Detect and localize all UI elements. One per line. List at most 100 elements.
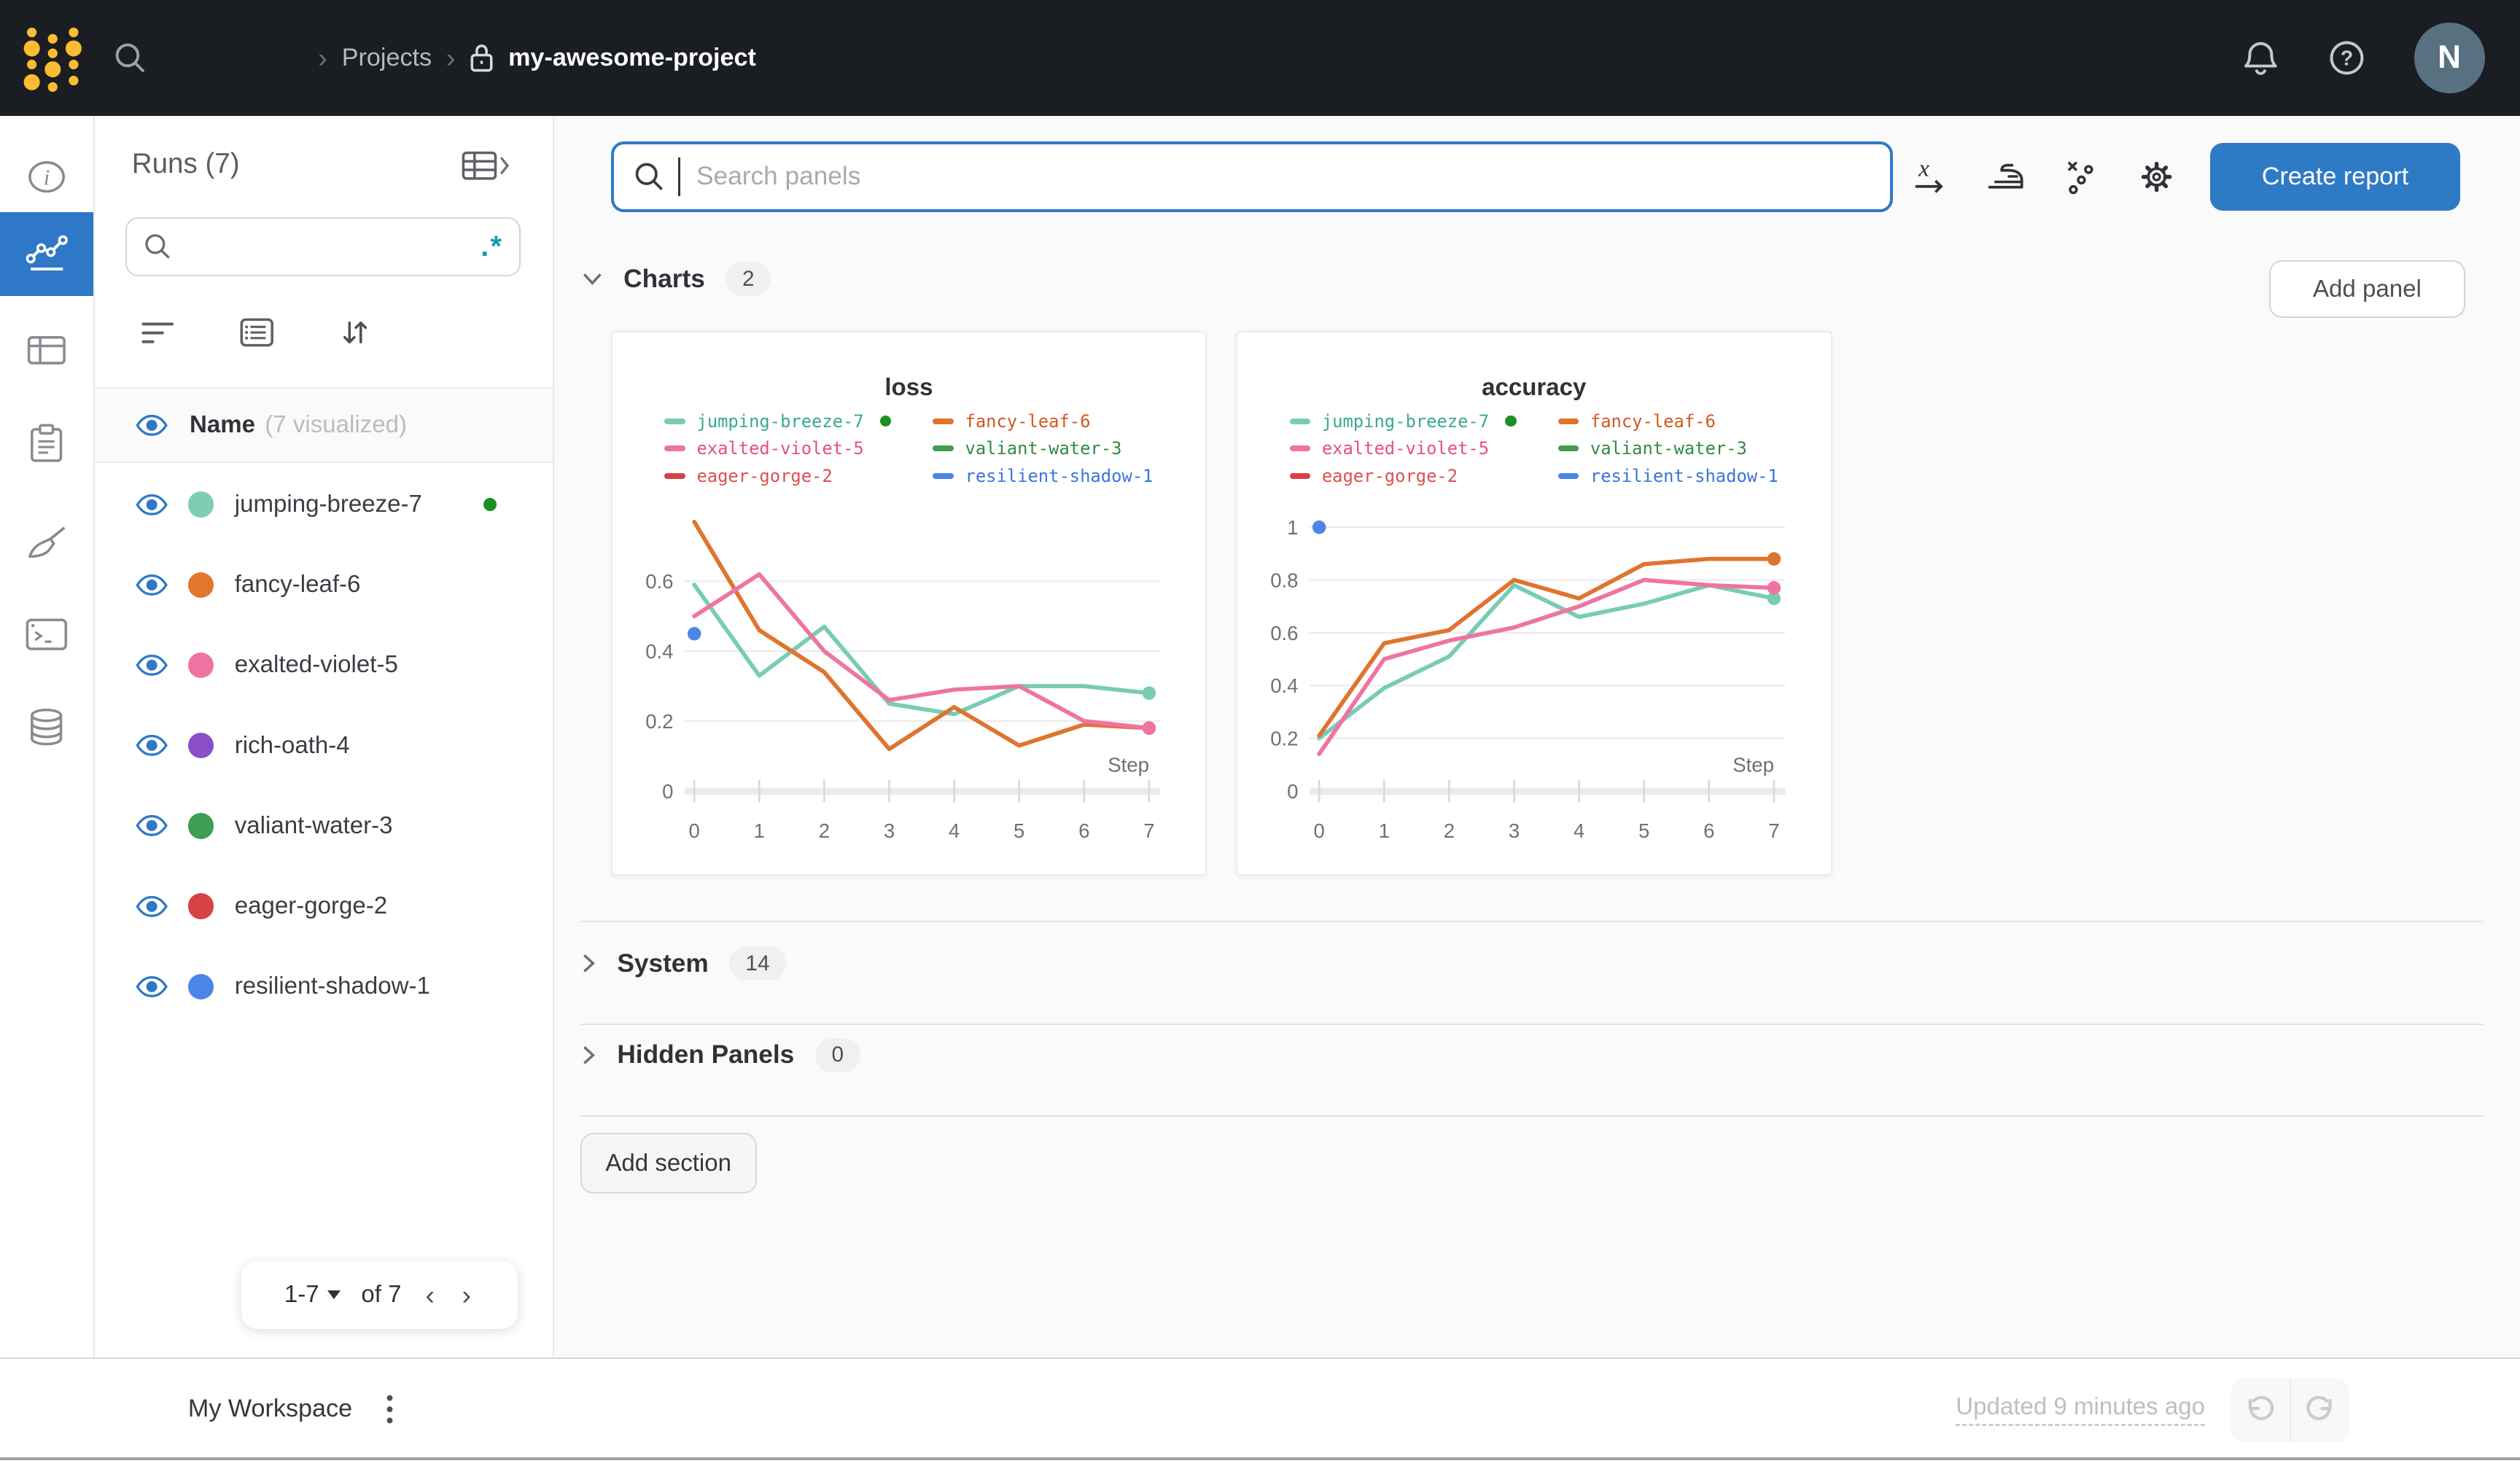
run-name[interactable]: eager-gorge-2 (234, 892, 388, 920)
svg-text:6: 6 (1704, 819, 1715, 842)
rail-logs-terminal-icon[interactable] (0, 593, 93, 677)
run-row[interactable]: jumping-breeze-7 (95, 464, 553, 545)
notifications-bell-icon[interactable] (2242, 38, 2279, 78)
visibility-eye-icon[interactable] (135, 734, 168, 757)
svg-text:1: 1 (1288, 516, 1299, 539)
create-report-button[interactable]: Create report (2209, 143, 2461, 211)
workspace-toolbar-icons: x (1909, 141, 2177, 212)
add-section-button[interactable]: Add section (580, 1132, 757, 1194)
rail-runs-table-icon[interactable] (0, 308, 93, 392)
next-page-button[interactable]: › (462, 1279, 471, 1310)
global-search-icon[interactable] (112, 40, 147, 82)
regex-toggle[interactable]: .* (481, 230, 504, 263)
legend-item[interactable]: valiant-water-3 (1558, 436, 1778, 461)
rail-notes-clipboard-icon[interactable] (0, 402, 93, 486)
wandb-logo[interactable] (19, 21, 87, 101)
accuracy-chart-panel[interactable]: accuracy jumping-breeze-7 fancy-leaf-6 exa… (1235, 331, 1832, 876)
legend-label: valiant-water-3 (965, 438, 1122, 459)
legend-item[interactable]: eager-gorge-2 (1289, 463, 1517, 488)
legend-item[interactable]: jumping-breeze-7 (1289, 408, 1517, 434)
add-panel-button[interactable]: Add panel (2269, 260, 2465, 318)
run-row[interactable]: rich-oath-4 (95, 706, 553, 786)
svg-text:0: 0 (688, 819, 699, 842)
group-list-icon[interactable] (239, 316, 274, 348)
run-list-header-row[interactable]: Name (7 visualized) (95, 387, 553, 463)
svg-text:2: 2 (1444, 819, 1455, 842)
page-range-dropdown[interactable]: 1-7 (284, 1281, 341, 1309)
rail-workspace-chart-icon[interactable] (0, 211, 93, 296)
legend-label: jumping-breeze-7 (1321, 410, 1490, 432)
svg-text:1: 1 (1379, 819, 1390, 842)
help-icon[interactable]: ? (2328, 39, 2366, 77)
rail-overview-info-icon[interactable]: i (0, 135, 93, 219)
breadcrumb-project-name[interactable]: my-awesome-project (508, 43, 756, 71)
legend-item[interactable]: resilient-shadow-1 (1558, 463, 1778, 488)
run-row[interactable]: exalted-violet-5 (95, 625, 553, 705)
search-icon (145, 234, 170, 259)
loss-chart-panel[interactable]: loss jumping-breeze-7 fancy-leaf-6 exalted… (610, 331, 1208, 876)
run-row[interactable]: eager-gorge-2 (95, 866, 553, 946)
x-axis-settings-icon[interactable]: x (1909, 157, 1949, 197)
workspace-name[interactable]: My Workspace (187, 1395, 353, 1423)
visibility-eye-icon[interactable] (135, 574, 168, 596)
hidden-panels-section-header[interactable]: Hidden Panels 0 (582, 1037, 860, 1073)
run-name[interactable]: valiant-water-3 (234, 811, 393, 839)
visibility-eye-icon[interactable] (135, 654, 168, 677)
run-row[interactable]: valiant-water-3 (95, 786, 553, 866)
open-runs-table-icon[interactable] (460, 148, 512, 190)
breadcrumb-projects-link[interactable]: Projects (341, 43, 432, 71)
legend-item[interactable]: fancy-leaf-6 (1558, 408, 1778, 434)
svg-text:6: 6 (1078, 819, 1089, 842)
run-name[interactable]: rich-oath-4 (234, 731, 350, 759)
sort-icon[interactable] (339, 316, 371, 348)
visibility-eye-icon[interactable] (135, 494, 168, 516)
svg-text:x: x (1918, 157, 1930, 182)
run-row[interactable]: fancy-leaf-6 (95, 545, 553, 625)
svg-text:5: 5 (1014, 819, 1024, 842)
legend-label: fancy-leaf-6 (1590, 410, 1716, 432)
redo-button[interactable] (2291, 1379, 2350, 1443)
panel-search-input[interactable] (693, 160, 1871, 193)
charts-section-header[interactable]: Charts 2 (582, 262, 771, 297)
panel-title: loss (884, 374, 933, 402)
user-avatar[interactable]: N (2414, 22, 2485, 93)
rail-sweeps-broom-icon[interactable] (0, 502, 93, 585)
rail-artifacts-database-icon[interactable] (0, 686, 93, 770)
active-run-dot (1505, 416, 1517, 427)
legend-item[interactable]: exalted-violet-5 (1289, 436, 1517, 461)
outliers-scatter-icon[interactable] (2062, 157, 2101, 196)
run-search-input[interactable] (184, 232, 468, 262)
legend-item[interactable]: eager-gorge-2 (664, 463, 891, 488)
svg-text:0.6: 0.6 (1271, 621, 1299, 644)
svg-text:i: i (44, 165, 50, 190)
legend-item[interactable]: valiant-water-3 (933, 436, 1153, 461)
visibility-all-eye-icon[interactable] (135, 414, 168, 437)
legend-label: resilient-shadow-1 (1590, 465, 1778, 486)
run-name[interactable]: exalted-violet-5 (234, 651, 398, 679)
run-name[interactable]: jumping-breeze-7 (234, 491, 422, 518)
visibility-eye-icon[interactable] (135, 895, 168, 918)
legend-item[interactable]: resilient-shadow-1 (933, 463, 1153, 488)
prev-page-button[interactable]: ‹ (425, 1279, 435, 1310)
run-name[interactable]: resilient-shadow-1 (234, 973, 430, 1000)
visibility-eye-icon[interactable] (135, 975, 168, 998)
smoothing-iron-icon[interactable] (1985, 157, 2026, 196)
legend-item[interactable]: jumping-breeze-7 (664, 408, 892, 434)
legend-swatch (933, 472, 954, 479)
filter-icon[interactable] (140, 320, 175, 346)
legend-label: exalted-violet-5 (696, 438, 864, 459)
run-row[interactable]: resilient-shadow-1 (95, 946, 553, 1026)
workspace-menu-kebab-icon[interactable] (376, 1387, 403, 1438)
undo-button[interactable] (2231, 1378, 2291, 1444)
legend-item[interactable]: exalted-violet-5 (664, 436, 891, 461)
visibility-eye-icon[interactable] (135, 814, 168, 837)
system-section-header[interactable]: System 14 (582, 946, 786, 981)
active-run-dot (879, 416, 892, 427)
top-navbar: › Projects › my-awesome-project (0, 0, 2520, 116)
legend-label: eager-gorge-2 (696, 465, 833, 486)
chevron-right-icon (583, 954, 595, 973)
legend-item[interactable]: fancy-leaf-6 (933, 408, 1153, 434)
run-name[interactable]: fancy-leaf-6 (234, 571, 361, 599)
settings-gear-icon[interactable] (2136, 156, 2177, 198)
